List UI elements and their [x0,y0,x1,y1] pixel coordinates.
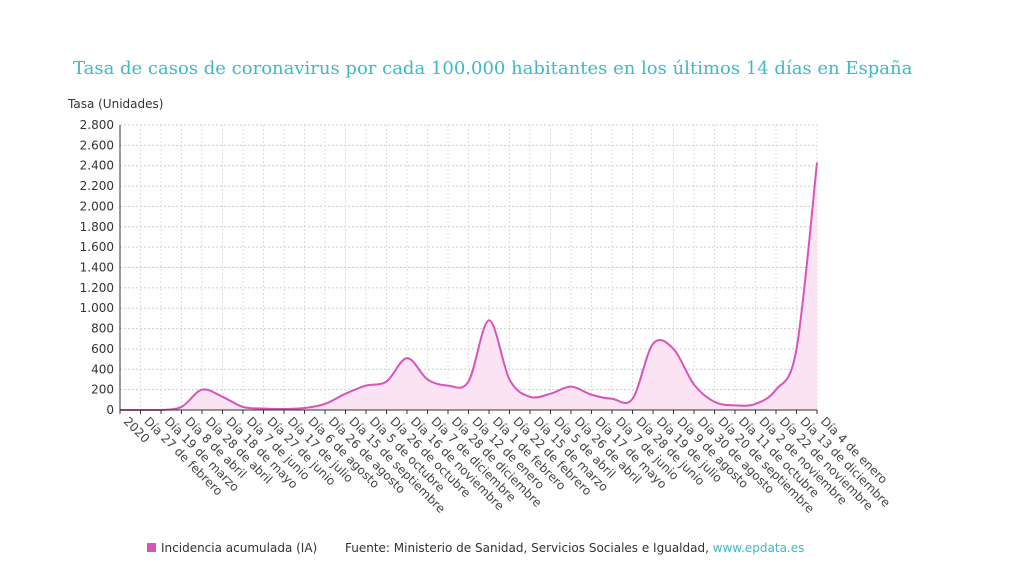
legend-swatch [147,543,156,552]
y-axis-label: Tasa (Unidades) [68,97,164,111]
y-tick-label: 0 [106,403,114,417]
y-tick-label: 1.400 [80,261,114,275]
y-tick-label: 1.000 [80,301,114,315]
y-tick-label: 200 [91,383,114,397]
y-tick-label: 1.200 [80,281,114,295]
y-tick-label: 2.600 [80,138,114,152]
y-tick-label: 2.400 [80,159,114,173]
y-tick-label: 2.000 [80,199,114,213]
legend-item: Incidencia acumulada (IA) [147,541,317,555]
y-tick-label: 1.800 [80,220,114,234]
chart-title: Tasa de casos de coronavirus por cada 10… [73,58,913,79]
y-tick-label: 2.800 [80,118,114,132]
y-tick-label: 400 [91,362,114,376]
y-tick-label: 1.600 [80,240,114,254]
legend-label: Incidencia acumulada (IA) [161,541,318,555]
source-link[interactable]: www.epdata.es [712,541,805,555]
source-note: Fuente: Ministerio de Sanidad, Servicios… [345,541,804,555]
y-tick-label: 2.200 [80,179,114,193]
y-tick-label: 600 [91,342,114,356]
source-text: Fuente: Ministerio de Sanidad, Servicios… [345,541,709,555]
y-tick-label: 800 [91,322,114,336]
series-line [120,162,818,411]
